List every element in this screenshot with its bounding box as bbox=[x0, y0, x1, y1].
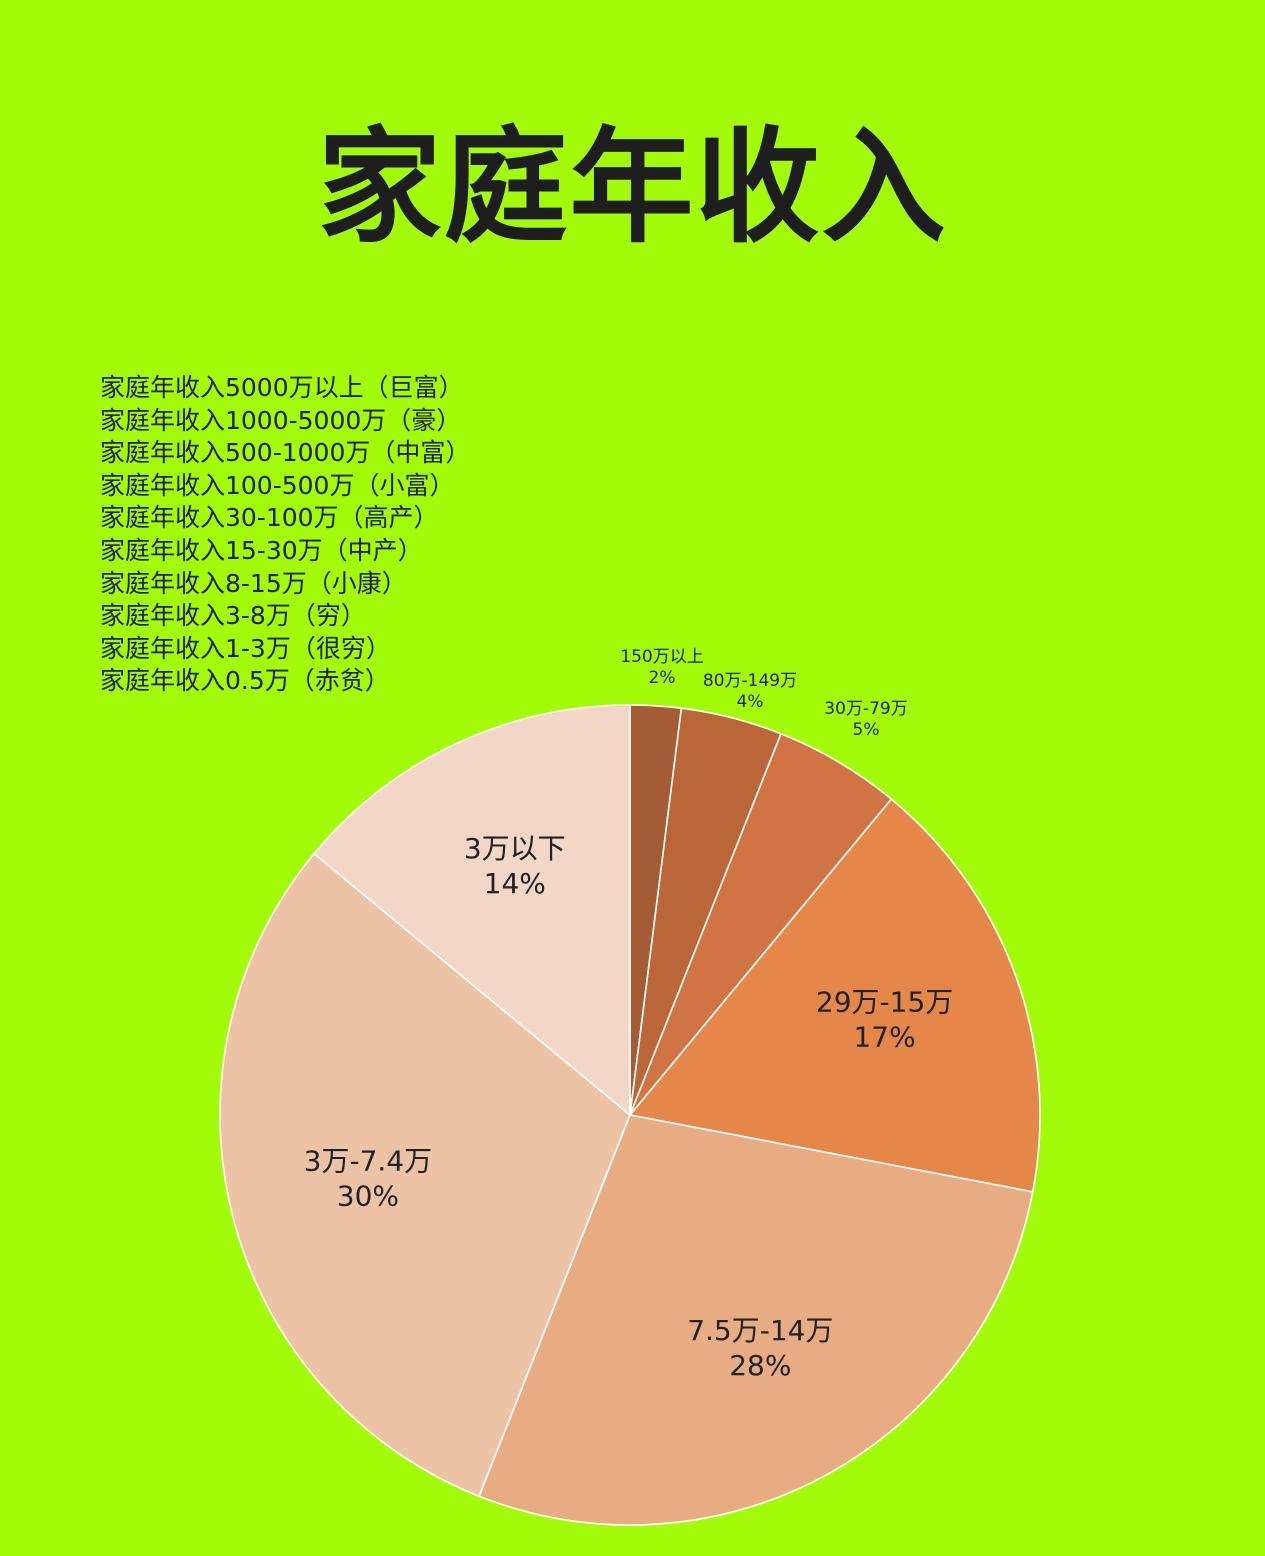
income-tier-item: 家庭年收入0.5万（赤贫） bbox=[100, 666, 390, 696]
slice-percent-label: 28% bbox=[729, 1349, 791, 1382]
income-tier-item: 家庭年收入3-8万（穷） bbox=[100, 601, 366, 631]
page-title: 家庭年收入 bbox=[317, 116, 948, 260]
income-tier-item: 家庭年收入1000-5000万（豪） bbox=[100, 405, 462, 435]
slice-category-label: 7.5万-14万 bbox=[687, 1314, 833, 1347]
slice-category-label: 3万-7.4万 bbox=[304, 1144, 432, 1177]
slice-category-label: 150万以上 bbox=[620, 647, 703, 667]
pie-slice bbox=[628, 797, 1041, 1193]
slice-category-label: 80万-149万 bbox=[703, 671, 797, 691]
slice-percent-label: 17% bbox=[853, 1020, 915, 1053]
income-tier-item: 家庭年收入15-30万（中产） bbox=[100, 535, 423, 565]
slice-percent-label: 5% bbox=[853, 720, 880, 740]
pie-slice bbox=[312, 704, 631, 1117]
income-tier-list: 家庭年收入5000万以上（巨富） 家庭年收入1000-5000万（豪） 家庭年收… bbox=[100, 372, 470, 698]
income-tier-item: 家庭年收入30-100万（高产） bbox=[100, 503, 439, 533]
income-tier-item: 家庭年收入5000万以上（巨富） bbox=[100, 373, 464, 402]
slice-percent-label: 4% bbox=[737, 692, 764, 712]
pie-slice bbox=[478, 1114, 1034, 1526]
slice-percent-label: 30% bbox=[337, 1179, 399, 1212]
slice-percent-label: 14% bbox=[484, 867, 546, 900]
income-tier-item: 家庭年收入8-15万（小康） bbox=[100, 568, 407, 598]
income-tier-item: 家庭年收入1-3万（很穷） bbox=[100, 633, 391, 663]
slice-percent-label: 2% bbox=[649, 668, 676, 688]
pie-slice bbox=[219, 852, 631, 1498]
slice-category-label: 29万-15万 bbox=[816, 985, 953, 1018]
slice-category-label: 30万-79万 bbox=[824, 699, 907, 719]
slice-category-label: 3万以下 bbox=[464, 832, 566, 865]
income-tier-item: 家庭年收入500-1000万（中富） bbox=[100, 438, 471, 468]
income-tier-item: 家庭年收入100-500万（小富） bbox=[100, 470, 455, 500]
